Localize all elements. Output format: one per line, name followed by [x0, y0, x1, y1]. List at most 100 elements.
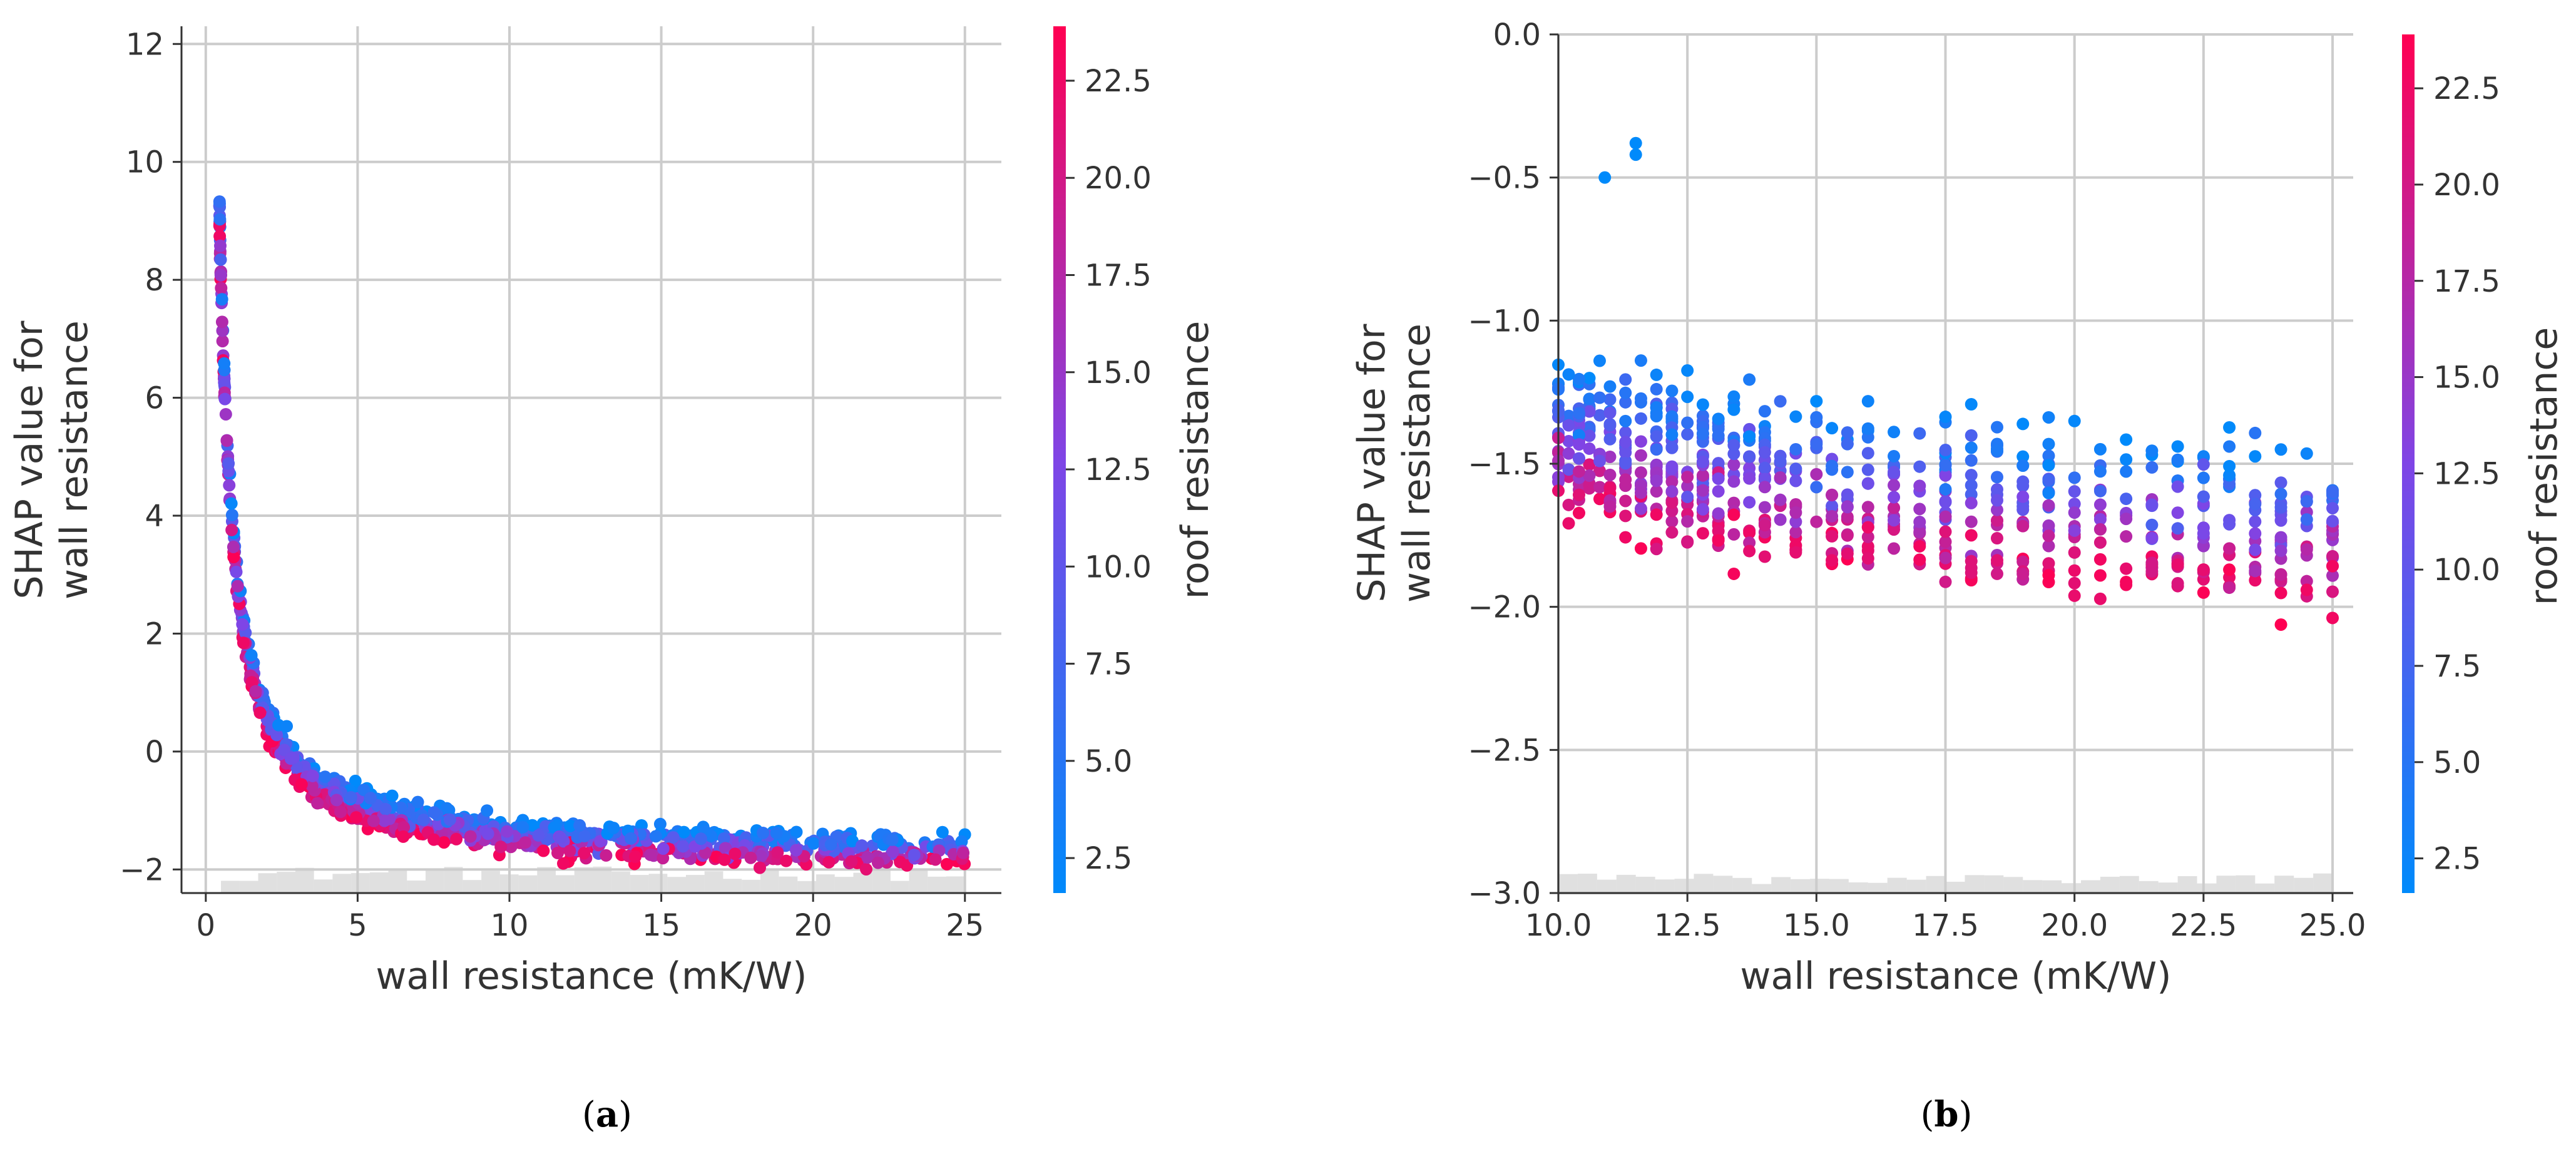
scatter-point-a-429: [349, 774, 362, 787]
scatter-point-b-664: [1681, 515, 1694, 528]
x-tick-label-a-1: 5: [348, 908, 367, 943]
scatter-point-b-647: [2120, 562, 2133, 575]
colorbar-tick-label-b-4: 12.5: [2433, 456, 2500, 491]
scatter-point-b-258: [1939, 575, 1952, 588]
scatter-point-b-403: [2093, 484, 2107, 498]
scatter-point-b-467: [2171, 577, 2184, 590]
hist-bar-b-7: [1694, 874, 1714, 893]
colorbar-tick-label-b-5: 15.0: [2433, 360, 2500, 396]
scatter-point-b-700: [1629, 136, 1642, 150]
hist-bar-a-10: [407, 880, 426, 893]
colorbar-tick-label-a-0: 2.5: [1085, 841, 1132, 876]
scatter-point-b-164: [1603, 432, 1617, 446]
scatter-point-b-391: [1965, 469, 1978, 482]
hist-bar-a-19: [574, 867, 593, 893]
scatter-point-b-626: [2145, 531, 2159, 544]
scatter-point-b-317: [1634, 435, 1647, 448]
scatter-point-a-704: [450, 832, 463, 845]
scatter-point-b-188: [1743, 496, 1756, 509]
scatter-point-b-153: [1562, 447, 1575, 460]
hist-bar-a-16: [518, 875, 538, 893]
scatter-point-a-773: [861, 851, 874, 864]
histogram-a: [221, 866, 965, 893]
scatter-point-b-377: [1789, 474, 1802, 488]
scatter-point-b-101: [2093, 465, 2107, 478]
scatter-point-b-404: [1665, 496, 1679, 509]
scatter-point-b-143: [2223, 421, 2236, 434]
scatter-point-b-465: [1861, 530, 1874, 543]
scatter-point-b-271: [1861, 540, 1874, 553]
scatter-point-b-437: [1583, 478, 1596, 491]
scatter-point-b-561: [1789, 410, 1802, 423]
scatter-point-b-574: [1743, 430, 1756, 443]
scatter-point-a-892: [379, 802, 392, 815]
scatter-point-b-417: [2249, 564, 2262, 578]
scatter-point-b-370: [1727, 403, 1740, 416]
scatter-point-b-414: [1696, 527, 1709, 540]
scatter-point-b-458: [1810, 437, 1823, 451]
colorbar-tick-label-a-3: 10.0: [1085, 549, 1152, 585]
scatter-point-b-498: [1572, 372, 1585, 386]
scatter-point-b-658: [1826, 529, 1839, 543]
scatter-point-a-859: [218, 357, 231, 370]
scatter-point-b-691: [2016, 503, 2030, 516]
scatter-point-b-16: [2326, 611, 2339, 625]
scatter-point-a-852: [886, 845, 899, 858]
scatter-point-b-638: [2326, 514, 2339, 528]
scatter-point-b-634: [1841, 501, 1854, 514]
scatter-point-b-418: [2068, 506, 2081, 519]
scatter-point-a-899: [367, 814, 380, 827]
scatter-point-a-788: [270, 728, 284, 742]
scatter-point-a-848: [519, 836, 532, 849]
scatter-point-b-41: [2068, 576, 2081, 590]
scatter-point-b-253: [1562, 463, 1575, 476]
scatter-point-a-831: [629, 850, 642, 864]
hist-bar-b-16: [1868, 882, 1888, 893]
colorbar-tick-label-b-3: 10.0: [2433, 553, 2500, 588]
x-axis-label-a: wall resistance (mK/W): [376, 954, 807, 998]
scatter-point-b-525: [2016, 568, 2030, 581]
scatter-point-b-679: [1696, 427, 1709, 441]
scatter-point-b-384: [2016, 417, 2030, 431]
scatter-point-b-692: [1634, 392, 1647, 405]
scatter-point-a-830: [437, 836, 451, 849]
hist-bar-b-37: [2274, 876, 2294, 893]
hist-bar-b-0: [1558, 874, 1578, 893]
scatter-point-b-451: [1861, 395, 1874, 408]
scatter-point-b-36: [1572, 506, 1585, 519]
hist-bar-b-20: [1945, 881, 1965, 893]
hist-bar-b-4: [1635, 876, 1655, 893]
scatter-point-b-369: [1743, 373, 1756, 386]
hist-bar-a-9: [388, 869, 407, 893]
scatter-point-b-608: [2326, 485, 2339, 498]
hist-bar-b-13: [1810, 879, 1829, 893]
scatter-point-b-96: [1562, 498, 1575, 511]
colorbar-b-gradient: [2402, 34, 2415, 893]
scatter-point-b-680: [1712, 412, 1725, 426]
scatter-point-b-645: [1634, 412, 1647, 425]
scatter-point-b-674: [2300, 543, 2313, 556]
hist-bar-b-17: [1887, 877, 1907, 893]
scatter-point-b-25: [1965, 488, 1978, 501]
scatter-point-b-54: [1634, 449, 1647, 462]
scatter-point-b-672: [1696, 456, 1709, 469]
scatter-point-a-719: [222, 457, 235, 470]
scatter-point-a-522: [219, 407, 232, 421]
scatter-point-a-871: [501, 825, 514, 838]
scatter-point-b-670: [2145, 556, 2159, 569]
scatter-point-b-554: [1572, 438, 1585, 451]
scatter-point-b-630: [1939, 525, 1952, 538]
y-tick-label-a-1: 0: [145, 735, 164, 770]
scatter-point-b-431: [1562, 517, 1575, 530]
scatter-point-b-559: [2145, 565, 2159, 578]
y-axis-label-b: SHAP value for wall resistance: [1350, 324, 1439, 603]
hist-bar-b-34: [2216, 876, 2236, 893]
scatter-point-b-276: [1810, 481, 1823, 494]
scatter-point-b-609: [1861, 552, 1874, 565]
scatter-point-b-226: [1681, 427, 1694, 441]
scatter-point-b-479: [1990, 421, 2003, 434]
scatter-point-b-582: [2274, 544, 2287, 558]
scatter-point-b-616: [1650, 409, 1663, 422]
scatter-point-b-642: [1774, 471, 1787, 484]
scatter-point-b-357: [1913, 479, 1926, 493]
